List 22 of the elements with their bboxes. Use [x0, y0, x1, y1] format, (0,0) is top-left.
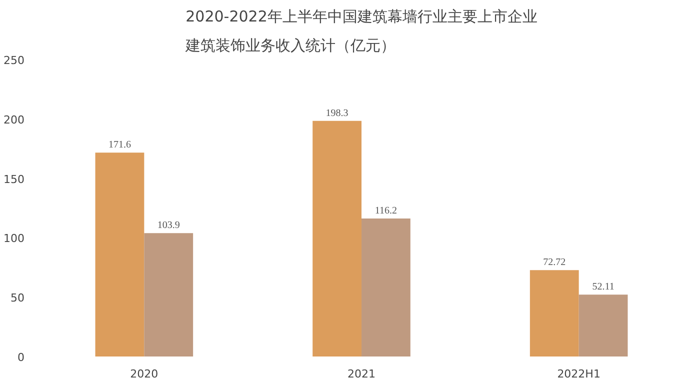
x-tick-label: 2021 — [348, 368, 376, 380]
x-tick-label: 2020 — [130, 368, 158, 380]
bar — [312, 120, 362, 356]
data-label: 103.9 — [157, 220, 180, 232]
data-label: 72.72 — [543, 257, 566, 268]
y-tick-label: 150 — [4, 172, 25, 186]
data-label: 198.3 — [326, 108, 348, 119]
y-tick-label: 100 — [4, 232, 25, 246]
x-tick-label: 2022H1 — [557, 368, 600, 380]
bar — [530, 270, 579, 356]
bar — [578, 294, 628, 356]
data-label: 116.2 — [374, 205, 398, 216]
y-tick-label: 0 — [18, 351, 24, 364]
bar — [362, 218, 410, 356]
y-tick-label: 200 — [4, 113, 25, 126]
y-tick-label: 50 — [10, 292, 25, 305]
data-label: 52.11 — [592, 282, 614, 293]
bar — [95, 152, 144, 356]
bar — [144, 233, 194, 356]
chart-title: 2020-2022年上半年中国建筑幕墙行业主要上市企业建筑装饰业务收入统计（亿元） — [184, 8, 538, 54]
y-tick-label: 250 — [4, 54, 25, 67]
data-label: 171.6 — [108, 140, 131, 151]
